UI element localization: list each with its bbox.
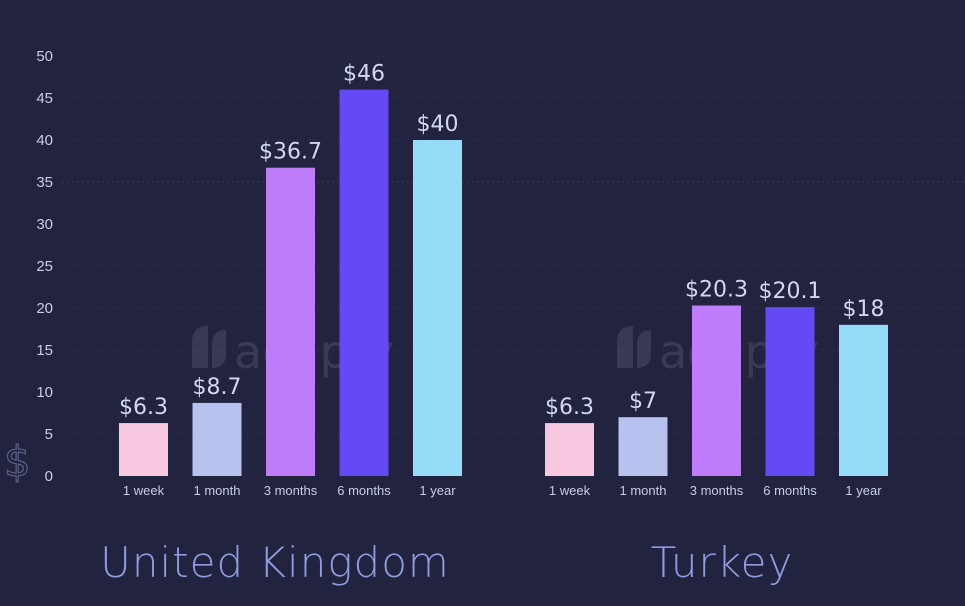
- y-tick-label: 35: [36, 174, 53, 191]
- watermark-logo-icon: [212, 330, 226, 368]
- bar: [692, 305, 741, 476]
- x-tick-label: 6 months: [763, 483, 817, 498]
- bar: [266, 167, 315, 476]
- y-axis-label: $: [4, 437, 31, 486]
- x-tick-label: 1 month: [194, 483, 241, 498]
- data-label: $20.1: [759, 279, 822, 304]
- panel-united-kingdom: $6.3 1 week $8.7 1 month $36.7 3 months $46 6 m…: [100, 62, 462, 587]
- y-tick-label: 0: [45, 468, 53, 485]
- y-tick-label: 10: [36, 384, 53, 401]
- x-tick-label: 3 months: [264, 483, 318, 498]
- bar: [339, 89, 389, 476]
- x-tick-label: 1 year: [419, 483, 456, 498]
- data-label: $6.3: [119, 395, 168, 420]
- bar: [545, 423, 594, 476]
- watermark-logo-icon: [192, 326, 208, 368]
- x-tick-label: 1 week: [123, 483, 165, 498]
- y-tick-label: 25: [36, 258, 53, 275]
- y-tick-label: 40: [36, 132, 53, 149]
- bar: [192, 402, 242, 476]
- data-label: $20.3: [685, 277, 748, 302]
- y-tick-label: 20: [36, 300, 53, 317]
- bar: [618, 417, 668, 476]
- bar: [765, 307, 815, 476]
- data-label: $40: [417, 112, 459, 137]
- bar: [119, 423, 168, 476]
- x-tick-label: 6 months: [337, 483, 391, 498]
- bar: [839, 324, 888, 476]
- watermark-logo-icon: [637, 330, 651, 368]
- x-tick-label: 1 year: [845, 483, 882, 498]
- grid-lines: [62, 55, 965, 435]
- data-label: $36.7: [259, 140, 322, 165]
- data-label: $7: [629, 389, 657, 414]
- y-tick-label: 50: [36, 48, 53, 65]
- bar-panels: $6.3 1 week $8.7 1 month $36.7 3 months $46 6 m…: [100, 62, 888, 587]
- x-tick-label: 1 month: [620, 483, 667, 498]
- y-axis: 0 5 10 15 20 25 30 35 40 45 50: [36, 48, 53, 485]
- y-tick-label: 15: [36, 342, 53, 359]
- panel-title: United Kingdom: [100, 538, 450, 587]
- x-tick-label: 3 months: [690, 483, 744, 498]
- data-label: $8.7: [193, 375, 242, 400]
- panel-turkey: $6.3 1 week $7 1 month $20.3 3 months $20.1 6 m…: [545, 277, 888, 587]
- data-label: $6.3: [545, 395, 594, 420]
- y-tick-label: 5: [45, 426, 53, 443]
- panel-title: Turkey: [651, 538, 794, 587]
- y-tick-label: 45: [36, 90, 53, 107]
- x-tick-label: 1 week: [549, 483, 591, 498]
- data-label: $46: [343, 62, 385, 87]
- watermark-logo-icon: [617, 326, 633, 368]
- bar: [413, 140, 462, 476]
- data-label: $18: [843, 297, 885, 322]
- y-tick-label: 30: [36, 216, 53, 233]
